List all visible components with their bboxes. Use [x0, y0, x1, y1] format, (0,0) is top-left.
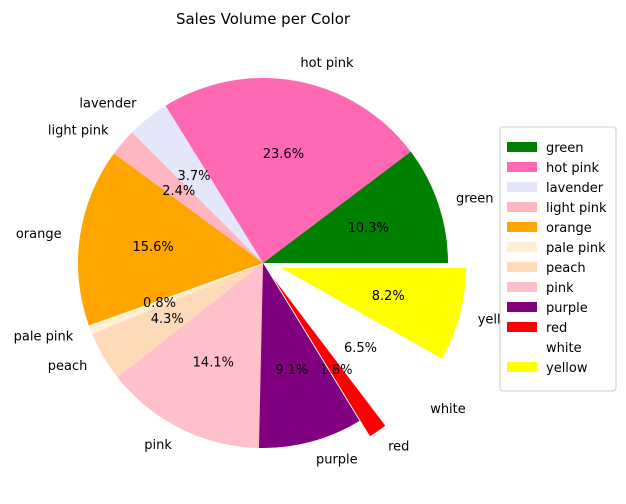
legend-label-orange: orange	[546, 221, 592, 236]
legend-swatch-white	[507, 342, 537, 352]
pie-slice-pale-pink	[88, 263, 263, 335]
pie-slice-red	[273, 278, 386, 437]
legend-label-hot-pink: hot pink	[546, 161, 600, 176]
slice-label-green: green	[456, 191, 494, 206]
slice-percent-purple: 9.1%	[275, 363, 308, 378]
slice-percent-pale-pink: 0.8%	[143, 296, 176, 311]
legend: green hot pink lavender light pink orange pal…	[499, 126, 617, 392]
slice-label-peach: peach	[48, 359, 88, 374]
slice-label-red: red	[388, 439, 409, 454]
pie-slice-white	[276, 275, 439, 423]
slice-percent-red: 1.6%	[319, 363, 352, 378]
legend-swatch-yellow	[507, 362, 537, 372]
pie-slice-hot-pink	[165, 78, 411, 263]
slice-percent-peach: 4.3%	[151, 312, 184, 327]
slice-percent-yellow: 8.2%	[372, 289, 405, 304]
legend-label-lavender: lavender	[546, 181, 604, 196]
legend-label-green: green	[546, 141, 584, 156]
slice-label-hot-pink: hot pink	[300, 56, 354, 71]
legend-label-pale-pink: pale pink	[546, 241, 606, 256]
slice-percent-orange: 15.6%	[132, 240, 173, 255]
legend-swatch-orange	[507, 222, 537, 232]
slice-percent-hot-pink: 23.6%	[263, 147, 304, 162]
pie-slice-green	[263, 151, 448, 263]
pie-labels: green 10.3% hot pink 23.6% lavender 3.7% light…	[14, 56, 520, 468]
legend-swatch-pale-pink	[507, 242, 537, 252]
legend-swatch-hot-pink	[507, 162, 537, 172]
legend-swatch-peach	[507, 262, 537, 272]
legend-label-white: white	[546, 341, 582, 356]
slice-label-light-pink: light pink	[48, 124, 109, 139]
slice-label-pink: pink	[144, 438, 172, 453]
legend-swatch-green	[507, 142, 537, 152]
slice-percent-light-pink: 2.4%	[162, 184, 195, 199]
legend-label-purple: purple	[546, 301, 588, 316]
pie-slice-peach	[92, 263, 263, 378]
slice-label-white: white	[430, 402, 466, 417]
pie-slice-orange	[78, 153, 263, 326]
pie-slice-lavender	[131, 105, 263, 264]
legend-label-yellow: yellow	[546, 361, 588, 376]
slice-label-purple: purple	[316, 452, 358, 467]
legend-swatch-lavender	[507, 182, 537, 192]
pie-slice-light-pink	[113, 132, 263, 263]
slice-label-orange: orange	[16, 227, 62, 242]
chart-title: Sales Volume per Color	[176, 10, 351, 28]
legend-label-red: red	[546, 321, 567, 336]
legend-swatch-pink	[507, 282, 537, 292]
legend-label-pink: pink	[546, 281, 574, 296]
slice-percent-green: 10.3%	[348, 221, 389, 236]
legend-swatch-red	[507, 322, 537, 332]
slice-percent-white: 6.5%	[344, 341, 377, 356]
legend-swatch-light-pink	[507, 202, 537, 212]
pie-slices	[78, 78, 466, 448]
pie-slice-yellow	[280, 267, 466, 359]
slice-label-pale-pink: pale pink	[14, 330, 74, 345]
slice-percent-pink: 14.1%	[193, 355, 234, 370]
slice-label-lavender: lavender	[79, 97, 137, 112]
pie-slice-purple	[258, 263, 360, 448]
legend-label-light-pink: light pink	[546, 201, 607, 216]
pie-slice-pink	[117, 263, 263, 448]
legend-label-peach: peach	[546, 261, 586, 276]
legend-swatch-purple	[507, 302, 537, 312]
slice-percent-lavender: 3.7%	[177, 169, 210, 184]
